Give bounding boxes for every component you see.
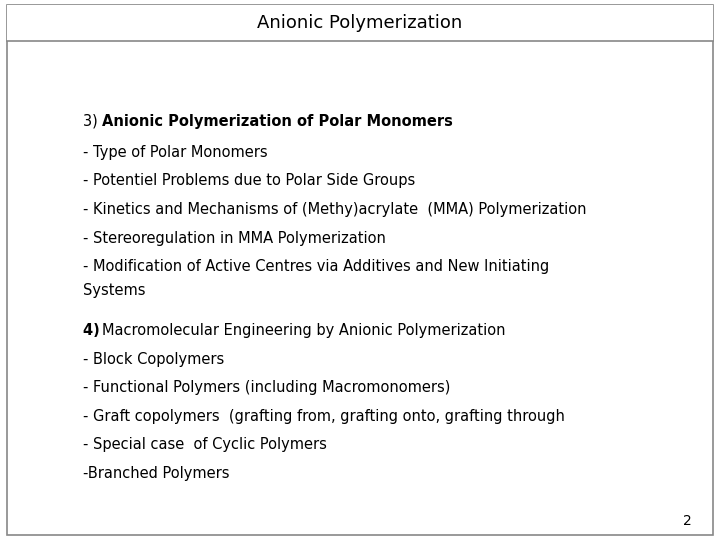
FancyBboxPatch shape <box>7 5 713 40</box>
Text: - Type of Polar Monomers: - Type of Polar Monomers <box>83 145 267 160</box>
Text: - Graft copolymers  (grafting from, grafting onto, grafting through: - Graft copolymers (grafting from, graft… <box>83 409 564 424</box>
Text: - Potentiel Problems due to Polar Side Groups: - Potentiel Problems due to Polar Side G… <box>83 173 415 188</box>
Text: - Kinetics and Mechanisms of (Methy)acrylate  (MMA) Polymerization: - Kinetics and Mechanisms of (Methy)acry… <box>83 202 586 217</box>
Text: - Stereoregulation in MMA Polymerization: - Stereoregulation in MMA Polymerization <box>83 231 386 246</box>
Text: Anionic Polymerization of Polar Monomers: Anionic Polymerization of Polar Monomers <box>102 114 452 129</box>
Text: - Special case  of Cyclic Polymers: - Special case of Cyclic Polymers <box>83 437 327 453</box>
Text: -Branched Polymers: -Branched Polymers <box>83 466 229 481</box>
Text: Macromolecular Engineering by Anionic Polymerization: Macromolecular Engineering by Anionic Po… <box>102 323 505 338</box>
Text: Systems: Systems <box>83 283 145 298</box>
Text: - Functional Polymers (including Macromonomers): - Functional Polymers (including Macromo… <box>83 380 450 395</box>
Text: Anionic Polymerization: Anionic Polymerization <box>257 14 463 32</box>
Text: 4): 4) <box>83 323 104 338</box>
Text: - Block Copolymers: - Block Copolymers <box>83 352 224 367</box>
Text: - Modification of Active Centres via Additives and New Initiating: - Modification of Active Centres via Add… <box>83 259 549 274</box>
Text: 2: 2 <box>683 514 692 528</box>
Text: 3): 3) <box>83 114 102 129</box>
